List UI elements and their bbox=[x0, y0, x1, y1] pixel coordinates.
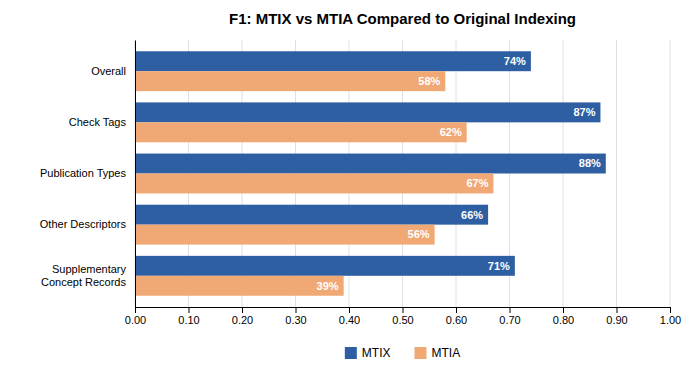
x-tick: 0.30 bbox=[285, 307, 306, 326]
bar-series bbox=[135, 71, 493, 296]
grid-line bbox=[616, 40, 617, 307]
x-tick: 0.00 bbox=[125, 307, 146, 326]
x-tick-mark bbox=[189, 307, 190, 313]
x-tick-label: 0.30 bbox=[285, 314, 306, 326]
x-tick: 0.70 bbox=[499, 307, 520, 326]
x-tick-mark bbox=[563, 307, 564, 313]
x-tick-label: 0.80 bbox=[553, 314, 574, 326]
x-tick: 0.60 bbox=[446, 307, 467, 326]
x-tick-label: 0.60 bbox=[446, 314, 467, 326]
x-tick-label: 0.90 bbox=[606, 314, 627, 326]
bar bbox=[135, 122, 467, 142]
bar bbox=[135, 174, 493, 194]
y-tick: Publication Types bbox=[40, 167, 135, 179]
data-label: 62% bbox=[440, 126, 462, 138]
x-tick-mark bbox=[617, 307, 618, 313]
legend-label: MTIA bbox=[432, 346, 461, 360]
y-tick: Other Descriptors bbox=[40, 218, 135, 230]
x-tick-mark bbox=[135, 307, 136, 313]
x-tick: 0.80 bbox=[553, 307, 574, 326]
y-tick-label: SupplementaryConcept Records bbox=[41, 263, 126, 288]
bar bbox=[135, 276, 344, 296]
bar bbox=[135, 256, 515, 276]
x-tick-mark bbox=[510, 307, 511, 313]
bar bbox=[135, 71, 445, 91]
x-tick-label: 0.70 bbox=[499, 314, 520, 326]
x-axis: 0.00 0.10 0.20 0.30 0.40 0.50 0.60 0.70 0.80 0.90… bbox=[125, 307, 681, 326]
legend-item: MTIA bbox=[415, 346, 461, 360]
chart-svg: 74%87%88%66%71%58%62%67%56%39%0.000.100.… bbox=[0, 0, 700, 369]
x-tick-label: 0.00 bbox=[125, 314, 146, 326]
bar bbox=[135, 154, 606, 174]
y-tick-label: Other Descriptors bbox=[40, 218, 127, 230]
y-axis-line bbox=[135, 41, 136, 308]
x-axis-line bbox=[136, 308, 671, 314]
y-tick-label: Check Tags bbox=[69, 116, 127, 128]
x-tick-mark bbox=[296, 307, 297, 313]
legend-swatch bbox=[415, 347, 427, 359]
legend-label: MTIX bbox=[362, 346, 391, 360]
y-tick-label: Overall bbox=[91, 65, 126, 77]
y-tick: SupplementaryConcept Records bbox=[41, 263, 135, 288]
chart-title: F1: MTIX vs MTIA Compared to Original In… bbox=[229, 10, 576, 27]
bar bbox=[135, 205, 488, 225]
x-tick: 0.10 bbox=[178, 307, 199, 326]
x-tick-label: 0.50 bbox=[392, 314, 413, 326]
x-tick-mark bbox=[456, 307, 457, 313]
legend-item: MTIX bbox=[345, 346, 391, 360]
x-tick-mark bbox=[403, 307, 404, 313]
y-tick: Overall bbox=[91, 65, 135, 77]
data-label: 88% bbox=[579, 157, 601, 169]
grid-line bbox=[670, 40, 671, 307]
x-tick: 1.00 bbox=[660, 307, 681, 326]
bar bbox=[135, 225, 435, 245]
data-label: 67% bbox=[466, 177, 488, 189]
data-label: 39% bbox=[317, 280, 339, 292]
x-tick-label: 1.00 bbox=[660, 314, 681, 326]
bar-series bbox=[135, 51, 606, 276]
grid bbox=[135, 40, 670, 307]
legend-swatch bbox=[345, 347, 357, 359]
plot-area: 74%87%88%66%71%58%62%67%56%39%0.000.100.… bbox=[40, 40, 681, 326]
x-tick-mark bbox=[349, 307, 350, 313]
x-tick: 0.40 bbox=[339, 307, 360, 326]
x-tick: 0.50 bbox=[392, 307, 413, 326]
x-tick-mark bbox=[242, 307, 243, 313]
data-label: 74% bbox=[504, 55, 526, 67]
bar bbox=[135, 102, 600, 122]
x-tick-label: 0.10 bbox=[178, 314, 199, 326]
x-tick-label: 0.40 bbox=[339, 314, 360, 326]
data-labels: 74% 87% 88% 66% 71% 58% 62% 67% 56% 39% bbox=[317, 55, 601, 292]
y-axis: Overall Check Tags Publication Types Other … bbox=[40, 41, 136, 308]
x-tick: 0.20 bbox=[232, 307, 253, 326]
data-label: 87% bbox=[573, 106, 595, 118]
x-tick: 0.90 bbox=[606, 307, 627, 326]
legend: MTIX MTIA bbox=[345, 346, 460, 360]
grid-line bbox=[135, 40, 136, 307]
x-tick-mark bbox=[670, 307, 671, 313]
bars bbox=[135, 51, 606, 295]
data-label: 71% bbox=[488, 260, 510, 272]
data-label: 56% bbox=[408, 228, 430, 240]
y-tick: Check Tags bbox=[69, 116, 135, 128]
data-label: 58% bbox=[418, 75, 440, 87]
data-label: 66% bbox=[461, 209, 483, 221]
y-tick-label: Publication Types bbox=[40, 167, 127, 179]
bar bbox=[135, 51, 531, 71]
x-tick-label: 0.20 bbox=[232, 314, 253, 326]
